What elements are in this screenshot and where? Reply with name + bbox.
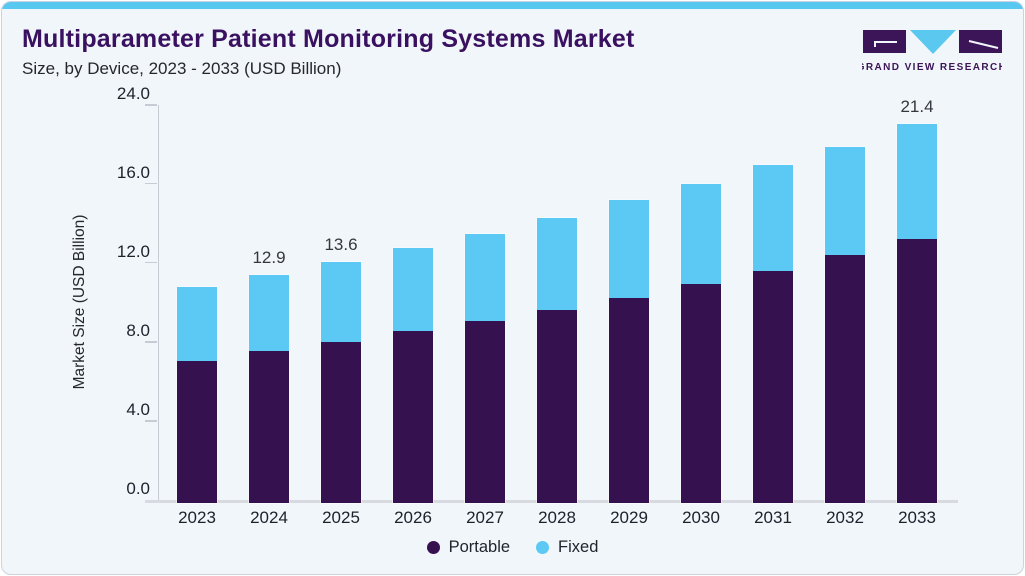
legend-dot-icon [536, 541, 550, 554]
bar-2026 [393, 248, 433, 503]
bar-2025: 13.6 [321, 235, 361, 503]
y-tick-label: 8.0 [126, 320, 150, 340]
top-accent-strip [2, 2, 1023, 9]
x-tick-label-2031: 2031 [754, 508, 792, 527]
logo-wordmark: GRAND VIEW RESEARCH [862, 62, 1002, 73]
plot-area: 24.0 16.0 12.0 8.0 4.0 0.0 2023 12.9 2024 13.6 202… [117, 84, 958, 527]
bar-2033: 21.4 [897, 97, 937, 503]
y-axis-title: Market Size (USD Billion) [71, 214, 88, 390]
bar-2024-portable-segment [249, 350, 289, 503]
bar-2023-portable-segment [177, 361, 217, 503]
y-tick-mark [144, 341, 157, 343]
bar-2030-fixed-segment [681, 184, 721, 284]
logo-g-glyph [874, 41, 897, 47]
bar-2031-portable-segment [753, 271, 793, 503]
legend-item-portable: Portable [426, 538, 511, 557]
bar-2025-fixed-segment [321, 262, 361, 342]
bar-2024-fixed-segment [249, 274, 289, 351]
bar-2025-portable-segment [321, 341, 361, 503]
x-tick-label-2030: 2030 [682, 508, 720, 527]
bar-2033-fixed-segment [897, 124, 937, 240]
x-tick-label-2023: 2023 [178, 508, 216, 527]
bar-2030 [681, 184, 721, 503]
chart-legend: Portable Fixed [2, 538, 1023, 557]
x-tick-label-2024: 2024 [250, 508, 288, 527]
bar-2028 [537, 218, 577, 503]
bar-2033-portable-segment [897, 239, 937, 503]
y-tick-mark [144, 420, 157, 422]
x-tick-label-2025: 2025 [322, 508, 360, 527]
y-tick-label: 12.0 [116, 241, 150, 261]
y-tick-label: 16.0 [116, 162, 150, 182]
bar-2024-total-label: 12.9 [252, 247, 286, 267]
legend-item-fixed: Fixed [536, 538, 598, 557]
bar-2032 [825, 147, 865, 503]
bar-2023 [177, 287, 217, 503]
y-tick-label: 24.0 [116, 84, 150, 103]
bar-2031 [753, 164, 793, 503]
grand-view-research-logo: GRAND VIEW RESEARCH [862, 30, 1002, 73]
chart-title: Multiparameter Patient Monitoring System… [22, 25, 635, 53]
y-tick-mark [144, 182, 157, 185]
y-tick-mark [144, 104, 157, 106]
logo-right-block [959, 30, 1002, 53]
x-tick-label-2029: 2029 [610, 508, 648, 527]
bar-2030-portable-segment [681, 283, 721, 503]
bar-2028-fixed-segment [537, 218, 577, 311]
legend-dot-icon [426, 541, 440, 554]
legend-label: Fixed [558, 538, 599, 556]
bar-2027-fixed-segment [465, 233, 505, 321]
y-tick-label: 4.0 [126, 399, 150, 419]
x-tick-label-2032: 2032 [826, 508, 864, 527]
bar-2027 [465, 233, 505, 503]
bar-2032-fixed-segment [825, 147, 865, 256]
logo-r-glyph [968, 40, 999, 49]
bar-2029 [609, 200, 649, 503]
bar-2023-fixed-segment [177, 287, 217, 362]
bar-2027-portable-segment [465, 320, 505, 503]
chart-subtitle: Size, by Device, 2023 - 2033 (USD Billio… [22, 59, 342, 78]
bar-2026-fixed-segment [393, 248, 433, 332]
bar-2032-portable-segment [825, 255, 865, 503]
y-tick-label: 0.0 [126, 479, 150, 498]
legend-label: Portable [448, 538, 511, 556]
bar-2031-fixed-segment [753, 164, 793, 272]
bar-2028-portable-segment [537, 310, 577, 503]
bar-2025-total-label: 13.6 [324, 235, 358, 255]
bar-2029-portable-segment [609, 297, 649, 503]
y-tick-mark [144, 261, 157, 264]
x-tick-label-2027: 2027 [466, 508, 504, 527]
logo-v-triangle [910, 30, 956, 54]
bar-2024: 12.9 [249, 248, 289, 503]
bar-2026-portable-segment [393, 331, 433, 503]
bar-2033-total-label: 21.4 [900, 97, 934, 117]
x-tick-label-2026: 2026 [394, 508, 432, 527]
x-tick-label-2033: 2033 [898, 508, 936, 527]
x-tick-label-2028: 2028 [538, 508, 576, 527]
bar-2029-fixed-segment [609, 200, 649, 298]
